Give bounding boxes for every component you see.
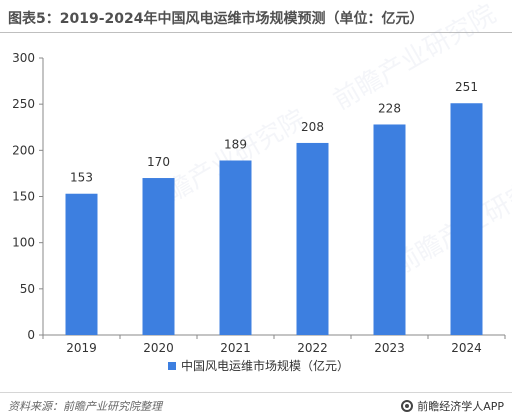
y-axis: 0 50 100 150 200 250 300 (12, 51, 44, 342)
data-label-2023: 228 (378, 101, 401, 115)
x-tick-label: 2019 (66, 341, 97, 355)
y-tick-label: 200 (12, 143, 35, 157)
x-tick-label: 2024 (451, 341, 482, 355)
data-label-2021: 189 (224, 137, 247, 151)
chart-title: 图表5：2019-2024年中国风电运维市场规模预测（单位：亿元） (8, 11, 424, 27)
bar-2023 (373, 124, 406, 335)
bar-2022 (296, 142, 329, 335)
y-tick-label: 50 (20, 282, 35, 296)
brand-logo-icon (401, 400, 414, 412)
bar-chart: 前瞻产业研究院 前瞻产业研究院 前瞻产业研究院 0501001502002503… (12, 0, 512, 373)
x-tick-label: 2020 (143, 341, 174, 355)
brand-label: 前瞻经济学人APP (417, 400, 504, 413)
bars (65, 103, 483, 335)
watermark-text-3: 前瞻产业研究院 (389, 164, 512, 281)
bar-2021 (219, 160, 252, 335)
footer-divider (0, 392, 512, 393)
legend-swatch (168, 362, 176, 370)
legend: 中国风电运维市场规模（亿元） (168, 358, 349, 373)
legend-label: 中国风电运维市场规模（亿元） (181, 358, 349, 373)
x-axis: 2019 2020 2021 2022 2023 2024 (42, 334, 506, 355)
data-label-2020: 170 (147, 155, 170, 169)
x-tick-label: 2021 (220, 341, 251, 355)
y-tick-label: 300 (12, 51, 35, 65)
y-tick-label: 250 (12, 97, 35, 111)
bar-2019 (65, 193, 98, 335)
y-tick-label: 0 (27, 328, 35, 342)
y-tick-label: 100 (12, 236, 35, 250)
source-note: 资料来源：前瞻产业研究院整理 (8, 400, 162, 413)
data-label-2024: 251 (455, 80, 478, 94)
x-tick-label: 2023 (374, 341, 405, 355)
title-divider (0, 32, 512, 33)
data-label-2019: 153 (70, 171, 93, 185)
y-tick-label: 150 (12, 190, 35, 204)
bar-2024 (450, 103, 483, 335)
bar-2020 (142, 178, 175, 335)
data-label-2022: 208 (301, 120, 324, 134)
watermark-text-2: 前瞻产业研究院 (329, 0, 502, 116)
data-labels: 153 170 189 208 228 251 (70, 80, 478, 184)
brand: 前瞻经济学人APP (401, 398, 504, 414)
x-tick-label: 2022 (297, 341, 328, 355)
